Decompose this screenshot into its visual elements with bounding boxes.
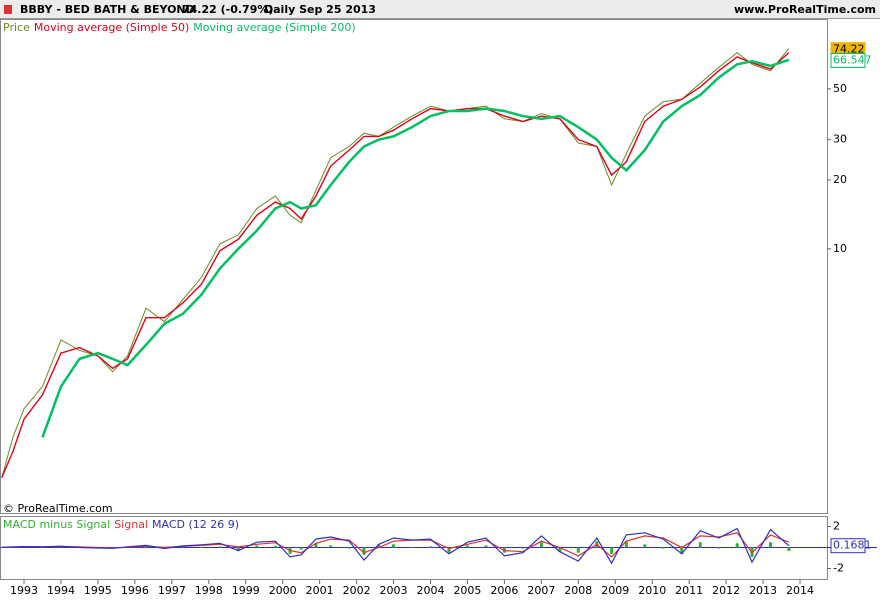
series-line (1, 527, 790, 565)
x-tick-label: 2007 (527, 584, 555, 597)
x-tick-label: 1995 (84, 584, 112, 597)
histogram-bar (22, 547, 26, 548)
histogram-bar (410, 547, 414, 548)
x-tick-label: 2005 (453, 584, 481, 597)
histogram-bar (347, 547, 351, 549)
y-tick-label: 10 (833, 242, 847, 255)
legend-entry: Moving average (Simple 200) (193, 21, 355, 34)
x-tick-label: 2013 (749, 584, 777, 597)
legend-entry: MACD minus Signal (3, 518, 110, 531)
x-tick-label: 2008 (564, 584, 592, 597)
value-badge (830, 52, 866, 68)
histogram-bar (680, 547, 684, 554)
histogram-bar (521, 547, 525, 549)
x-tick-label: 2002 (343, 584, 371, 597)
x-tick-label: 2004 (416, 584, 444, 597)
histogram-bar (218, 546, 222, 548)
histogram-bar (428, 546, 432, 548)
x-tick-label: 2003 (380, 584, 408, 597)
histogram-bar (610, 547, 614, 554)
series-line (1, 48, 790, 478)
macd-frame (0, 516, 828, 580)
y-tick-label: 50 (833, 82, 847, 95)
value-badge-label: 66.547 (833, 53, 872, 66)
y-tick-label: 30 (833, 133, 847, 146)
histogram-bar (199, 546, 203, 548)
x-tick-label: 1993 (10, 584, 38, 597)
histogram-bar (377, 544, 381, 548)
series-line (41, 58, 790, 438)
value-badge-label: 0.1681 (833, 539, 872, 552)
price-frame (0, 19, 828, 514)
histogram-bar (447, 547, 451, 553)
x-tick-label: 1994 (47, 584, 75, 597)
x-tick-label: 2001 (306, 584, 334, 597)
histogram-bar (643, 544, 647, 548)
histogram-bar (717, 547, 721, 549)
y-tick-label: -2 (833, 561, 844, 574)
app-icon (4, 5, 12, 14)
legend-entry: Price (3, 21, 30, 34)
value-badge-label: 74.22 (833, 43, 865, 56)
y-tick-label: 2 (833, 519, 840, 532)
legend-entry: MACD (12 26 9) (152, 518, 239, 531)
histogram-bar (661, 547, 665, 549)
copyright: © ProRealTime.com (3, 502, 113, 515)
histogram-bar (539, 542, 543, 548)
histogram-bar (329, 545, 333, 548)
histogram-bar (735, 543, 739, 548)
histogram-bar (314, 543, 318, 548)
header-site: www.ProRealTime.com (734, 3, 876, 16)
histogram-bar (392, 544, 396, 548)
x-tick-label: 1997 (158, 584, 186, 597)
header-quote: 74.22 (-0.79%) (182, 3, 273, 16)
histogram-bar (40, 547, 44, 548)
histogram-bar (624, 541, 628, 548)
histogram-bar (698, 542, 702, 548)
histogram-bar (484, 545, 488, 548)
legend-entry: Moving average (Simple 50) (34, 21, 189, 34)
histogram-bar (144, 546, 148, 548)
histogram-bar (787, 547, 791, 551)
x-tick-label: 2012 (712, 584, 740, 597)
header-period: Daily Sep 25 2013 (264, 3, 376, 16)
histogram-bar (576, 547, 580, 553)
histogram-bar (181, 546, 185, 548)
value-badge (830, 538, 866, 554)
x-tick-label: 2009 (601, 584, 629, 597)
header-bar (0, 0, 880, 18)
x-tick-label: 1998 (195, 584, 223, 597)
histogram-bar (558, 547, 562, 552)
histogram-bar (299, 547, 303, 550)
histogram-bar (273, 545, 277, 548)
legend-entry: Signal (114, 518, 148, 531)
histogram-bar (465, 545, 469, 548)
x-tick-label: 2010 (638, 584, 666, 597)
header-title: BBBY - BED BATH & BEYOND (20, 3, 195, 16)
x-tick-label: 2006 (490, 584, 518, 597)
x-tick-label: 1999 (232, 584, 260, 597)
histogram-bar (768, 542, 772, 548)
x-tick-label: 2011 (675, 584, 703, 597)
x-tick-label: 2000 (269, 584, 297, 597)
histogram-bar (362, 547, 366, 555)
histogram-bar (59, 547, 63, 548)
histogram-bar (236, 547, 240, 552)
x-tick-label: 1996 (121, 584, 149, 597)
histogram-bar (255, 545, 259, 548)
x-tick-label: 2014 (786, 584, 814, 597)
y-tick-label: 20 (833, 173, 847, 186)
